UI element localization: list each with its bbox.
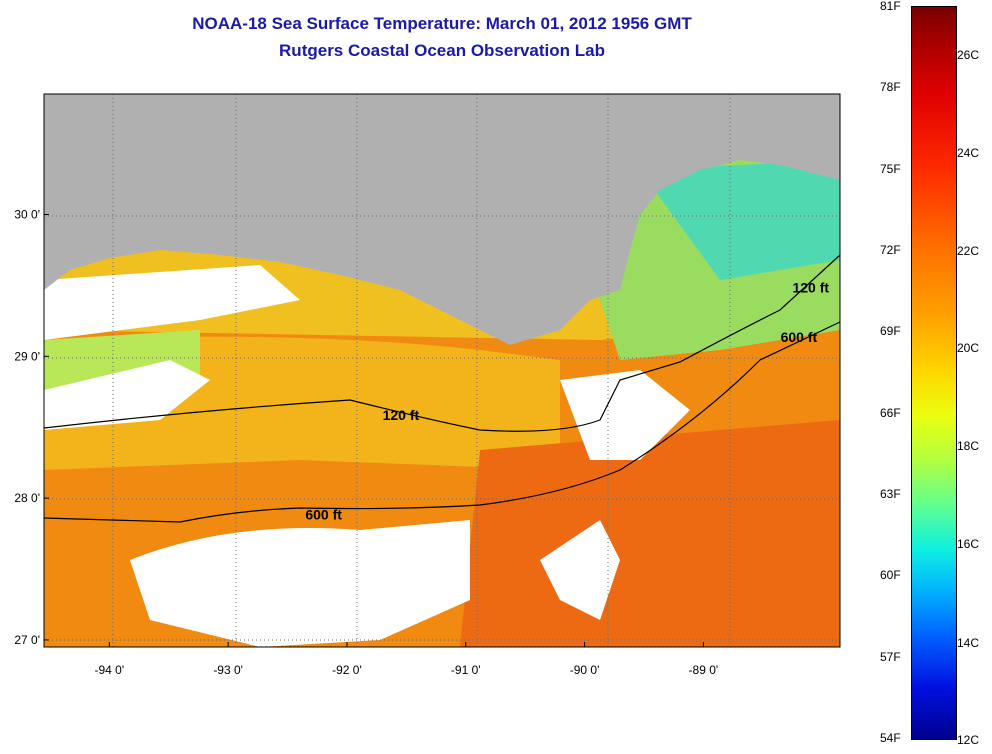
colorbar-celsius-label: 24C bbox=[957, 146, 980, 160]
colorbar-fahrenheit-label: 63F bbox=[880, 487, 901, 501]
cloud-cover bbox=[540, 520, 620, 620]
lon-tick-label: -91 0' bbox=[451, 663, 481, 677]
lat-tick-label: 30 0' bbox=[14, 208, 40, 222]
contour-label: 120 ft bbox=[792, 280, 829, 296]
colorbar-celsius-label: 26C bbox=[957, 48, 980, 62]
lat-tick-label: 27 0' bbox=[14, 633, 40, 647]
cloud-cover bbox=[560, 370, 690, 460]
lon-tick-label: -94 0' bbox=[95, 663, 125, 677]
lon-tick-label: -92 0' bbox=[332, 663, 362, 677]
colorbar-fahrenheit-label: 66F bbox=[880, 405, 901, 420]
chart-title: NOAA-18 Sea Surface Temperature: March 0… bbox=[192, 14, 692, 33]
colorbar-fahrenheit-label: 81F bbox=[880, 0, 901, 13]
colorbar-celsius-label: 18C bbox=[957, 439, 980, 453]
chart-subtitle: Rutgers Coastal Ocean Observation Lab bbox=[279, 41, 605, 60]
map-grid bbox=[44, 94, 840, 647]
sst-cool-water bbox=[640, 160, 840, 280]
contour-120ft bbox=[44, 254, 840, 432]
lat-tick-label: 28 0' bbox=[14, 491, 40, 505]
map-area: 120 ft 600 ft 120 ft 600 ft bbox=[44, 94, 840, 647]
lon-tick-label: -89 0' bbox=[689, 663, 719, 677]
lon-tick-label: -93 0' bbox=[213, 663, 243, 677]
colorbar-fahrenheit-label: 75F bbox=[880, 161, 901, 176]
contour-600ft bbox=[44, 321, 840, 523]
colorbar-fahrenheit-label: 72F bbox=[880, 243, 901, 257]
colorbar-celsius-label: 22C bbox=[957, 244, 980, 258]
colorbar-fahrenheit-label: 69F bbox=[880, 324, 901, 339]
cloud-cover bbox=[44, 360, 210, 430]
colorbar-fahrenheit-label: 78F bbox=[880, 80, 901, 95]
cloud-cover bbox=[44, 265, 300, 340]
contour-label: 120 ft bbox=[383, 407, 420, 423]
colorbar-celsius-label: 16C bbox=[957, 537, 980, 551]
sst-offshore-warm bbox=[460, 420, 840, 647]
colorbar-fahrenheit-label: 60F bbox=[880, 568, 901, 583]
lon-tick-label: -90 0' bbox=[570, 663, 600, 677]
colorbar-celsius-label: 14C bbox=[957, 636, 980, 650]
color-scale-bar bbox=[911, 6, 957, 740]
cloud-cover bbox=[130, 520, 470, 647]
colorbar-fahrenheit-label: 57F bbox=[880, 649, 901, 664]
colorbar-celsius-label: 20C bbox=[957, 341, 980, 355]
colorbar-fahrenheit-label: 54F bbox=[880, 731, 901, 745]
map-frame bbox=[43, 93, 841, 648]
contour-label: 600 ft bbox=[781, 329, 818, 345]
land-mass bbox=[44, 94, 840, 345]
colorbar-celsius-label: 12C bbox=[957, 733, 980, 747]
contour-label: 600 ft bbox=[305, 506, 342, 522]
lat-tick-label: 29 0' bbox=[14, 349, 40, 363]
